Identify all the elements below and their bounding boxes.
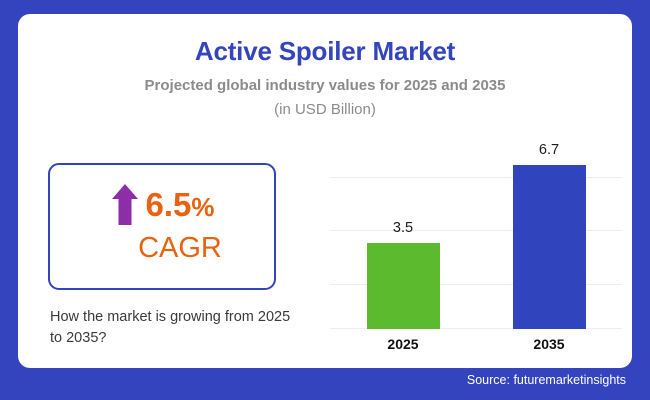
bar-2025[interactable]: [367, 243, 440, 329]
gridline: [330, 284, 622, 285]
content-card: Active Spoiler Market Projected global i…: [18, 14, 632, 368]
axis-label-2035: 2035: [533, 336, 565, 352]
plot-area: 3.5 6.7: [330, 132, 622, 329]
bar-slot-2035: 6.7: [476, 132, 622, 329]
bar-2035[interactable]: [513, 165, 586, 329]
cagr-callout-box: 6.5% CAGR: [48, 163, 276, 290]
bar-slot-2025: 3.5: [330, 132, 476, 329]
arrow-up-icon: [111, 184, 138, 225]
gridline-baseline: [330, 328, 622, 329]
gridline: [330, 230, 622, 231]
subtitle-unit: (in USD Billion): [274, 101, 376, 118]
bar-value-label-2025: 3.5: [392, 220, 414, 236]
axis-label-2025: 2025: [387, 336, 419, 352]
percent-symbol: %: [191, 191, 215, 222]
gridline: [330, 177, 622, 178]
bar-chart: 3.5 6.7 2025 2035: [330, 132, 622, 360]
subtitle: Projected global industry values for 202…: [144, 77, 506, 94]
cagr-value: 6.5%: [146, 188, 215, 221]
bar-value-label-2035: 6.7: [538, 142, 560, 158]
page-title: Active Spoiler Market: [194, 36, 456, 66]
cagr-number: 6.5: [145, 185, 192, 223]
cagr-value-row: 6.5%: [50, 181, 274, 227]
growth-caption: How the market is growing from 2025 to 2…: [50, 309, 291, 346]
source-attribution: Source: futuremarketinsights: [466, 373, 626, 387]
cagr-label: CAGR: [138, 232, 222, 264]
